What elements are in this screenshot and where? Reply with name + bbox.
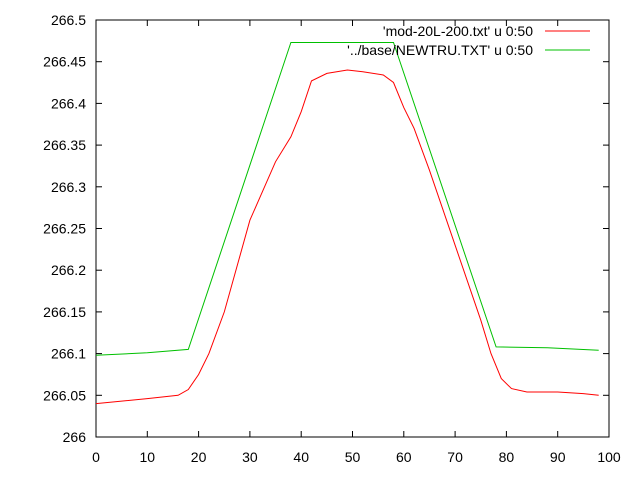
y-tick-label: 266.5 [51, 12, 86, 28]
x-tick-label: 100 [597, 449, 621, 465]
x-tick-label: 80 [499, 449, 515, 465]
x-tick-label: 70 [447, 449, 463, 465]
x-tick-label: 20 [191, 449, 207, 465]
series-line-1 [95, 69, 599, 405]
legend: 'mod-20L-200.txt' u 0:50 '../base/NEWTRU.… [347, 23, 590, 58]
x-tick-label: 0 [92, 449, 100, 465]
y-tick-label: 266.4 [51, 95, 86, 111]
y-tick-label: 266.35 [43, 137, 86, 153]
x-tick-label: 30 [242, 449, 258, 465]
y-tick-label: 266.25 [43, 221, 86, 237]
x-tick-label: 50 [345, 449, 361, 465]
y-tick-label: 266.3 [51, 179, 86, 195]
plot-frame [95, 19, 610, 438]
y-tick-label: 266.2 [51, 262, 86, 278]
x-tick-label: 40 [293, 449, 309, 465]
y-tick-label: 266.05 [43, 387, 86, 403]
y-tick-label: 266 [63, 429, 87, 445]
legend-label-1: 'mod-20L-200.txt' u 0:50 [383, 23, 533, 39]
y-tick-label: 266.1 [51, 346, 86, 362]
x-tick-label: 90 [550, 449, 566, 465]
y-tick-label: 266.15 [43, 304, 86, 320]
series-line-2 [95, 42, 599, 356]
y-tick-label: 266.45 [43, 54, 86, 70]
legend-label-2: '../base/NEWTRU.TXT' u 0:50 [347, 42, 533, 58]
x-tick-label: 10 [140, 449, 156, 465]
x-tick-label: 60 [396, 449, 412, 465]
